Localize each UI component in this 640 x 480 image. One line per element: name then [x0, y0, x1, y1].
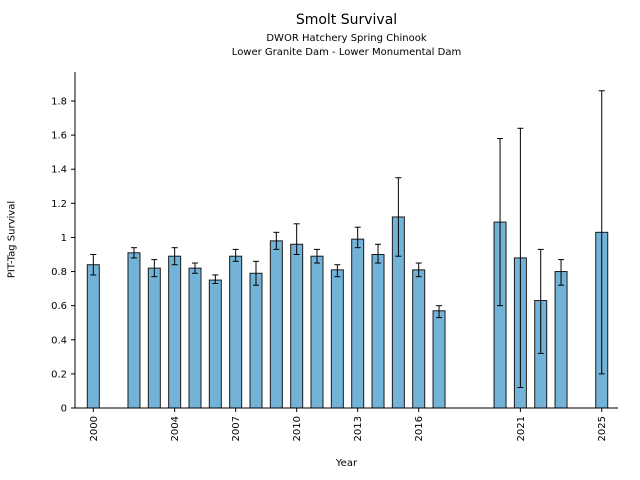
- chart-title: Smolt Survival: [295, 12, 398, 28]
- y-tick-label: 0.4: [51, 335, 67, 346]
- bar-2007: [229, 255, 243, 409]
- x-tick-label: 2021: [516, 416, 527, 441]
- y-tick-label: 1.6: [51, 131, 67, 142]
- bar-2011: [310, 255, 324, 409]
- bar-2005: [188, 267, 202, 409]
- y-tick-label: 0.2: [51, 369, 67, 380]
- bar-2008: [249, 272, 263, 409]
- y-tick-label: 1: [61, 233, 67, 244]
- y-tick-label: 0.6: [51, 301, 67, 312]
- x-axis-label: Year: [335, 458, 358, 469]
- x-tick-label: 2007: [231, 416, 242, 441]
- bar-2002: [127, 252, 141, 409]
- y-tick-label: 0.8: [51, 267, 67, 278]
- bar-2003: [147, 267, 161, 409]
- chart-subtitle-hatchery: DWOR Hatchery Spring Chinook: [266, 33, 427, 44]
- bar-2010: [290, 243, 304, 409]
- bar-2000: [86, 264, 100, 409]
- bar-2023: [554, 271, 568, 409]
- bar-2014: [371, 253, 385, 409]
- x-tick-label: 2010: [292, 416, 303, 441]
- bar-2017: [432, 310, 446, 409]
- x-tick-label: 2013: [353, 416, 364, 441]
- x-tick-label: 2004: [170, 416, 181, 441]
- y-tick-label: 1.8: [51, 96, 67, 107]
- y-tick-label: 1.4: [51, 165, 67, 176]
- x-tick-label: 2025: [597, 416, 608, 441]
- bar-2009: [269, 240, 283, 409]
- bar-2004: [168, 255, 182, 409]
- y-tick-label: 0: [61, 404, 67, 415]
- bar-2013: [351, 238, 365, 409]
- bar-2016: [412, 269, 426, 409]
- bar-2012: [330, 269, 344, 409]
- bar-2006: [208, 279, 222, 409]
- x-tick-label: 2016: [414, 416, 425, 441]
- y-axis-label: PIT-Tag Survival: [6, 200, 18, 279]
- chart-subtitle-reach: Lower Granite Dam - Lower Monumental Dam: [231, 47, 462, 58]
- y-tick-label: 1.2: [51, 199, 67, 210]
- x-tick-label: 2000: [89, 416, 100, 441]
